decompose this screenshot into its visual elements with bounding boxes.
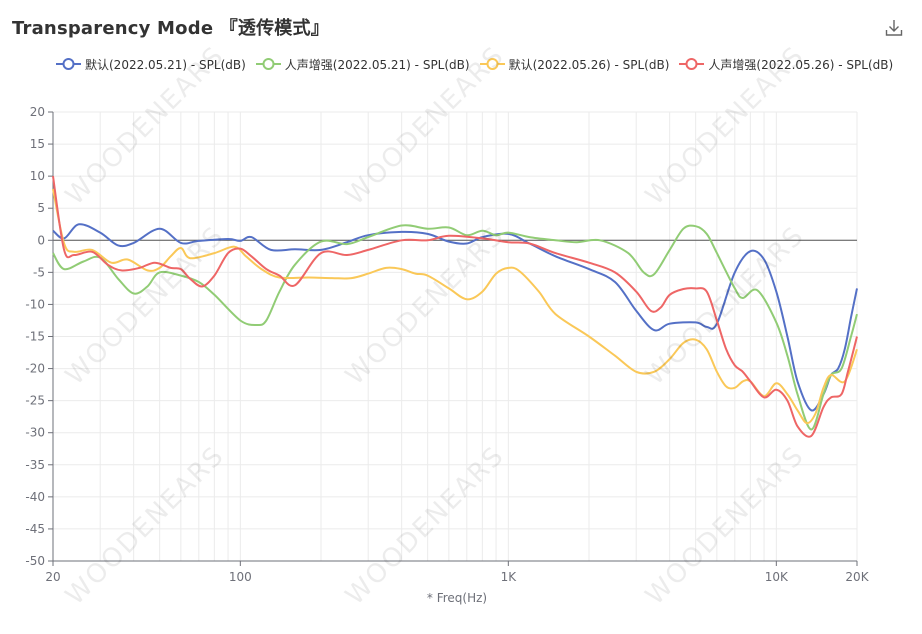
legend-item-3[interactable]: 默认(2022.05.26) - SPL(dB): [479, 56, 670, 73]
x-tick-label: 100: [229, 570, 252, 584]
legend-label: 人声增强(2022.05.21) - SPL(dB): [284, 57, 470, 72]
page-title: Transparency Mode 『透传模式』: [12, 18, 329, 39]
y-tick-label: 5: [37, 201, 45, 215]
y-tick-label: 20: [30, 105, 45, 119]
grid-lines: [52, 111, 858, 562]
y-tick-label: -10: [25, 297, 45, 311]
legend-marker-icon: [679, 58, 705, 70]
series-line-1: [52, 223, 858, 412]
x-tick-label: 10K: [765, 570, 789, 584]
y-tick-label: -30: [25, 426, 45, 440]
y-tick-label: -15: [25, 330, 45, 344]
y-tick-label: -50: [25, 554, 45, 568]
legend-item-4[interactable]: 人声增强(2022.05.26) - SPL(dB): [679, 56, 893, 73]
y-tick-label: 10: [30, 169, 45, 183]
series-line-4: [52, 175, 858, 438]
legend-marker-icon: [479, 58, 505, 70]
series-line-2: [52, 224, 858, 431]
y-tick-label: -25: [25, 394, 45, 408]
download-icon-glyph[interactable]: [884, 18, 904, 38]
download-icon[interactable]: [884, 18, 904, 38]
y-tick-label: 0: [37, 233, 45, 247]
y-tick-label: 15: [30, 137, 45, 151]
series-lines: [52, 175, 858, 438]
legend-label: 人声增强(2022.05.26) - SPL(dB): [708, 57, 894, 72]
x-tick-label: 20K: [845, 570, 869, 584]
legend-label: 默认(2022.05.26) - SPL(dB): [508, 57, 670, 72]
y-tick-label: -35: [25, 458, 45, 472]
legend-item-2[interactable]: 人声增强(2022.05.21) - SPL(dB): [255, 56, 470, 73]
legend-marker-icon: [56, 58, 81, 70]
y-tick-label: -20: [25, 362, 45, 376]
chart-legend: 默认(2022.05.21) - SPL(dB) 人声增强(2022.05.21)…: [56, 54, 903, 74]
x-tick-label: 1K: [501, 570, 518, 584]
y-tick-label: -45: [25, 522, 45, 536]
legend-item-1[interactable]: 默认(2022.05.21) - SPL(dB): [56, 56, 246, 73]
series-line-3: [52, 188, 858, 425]
y-tick-label: -5: [33, 265, 45, 279]
legend-label: 默认(2022.05.21) - SPL(dB): [85, 57, 246, 72]
y-tick-label: -40: [25, 490, 45, 504]
legend-marker-icon: [255, 58, 281, 70]
x-axis-label: * Freq(Hz): [427, 591, 487, 605]
x-tick-label: 20: [45, 570, 60, 584]
